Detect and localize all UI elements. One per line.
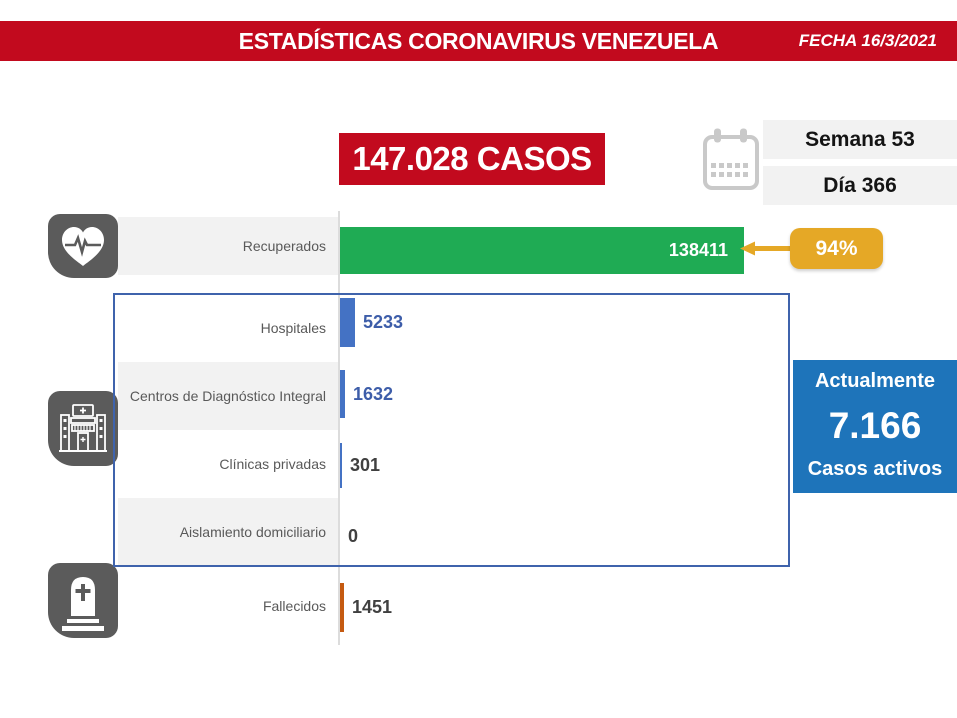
- hospital-icon: [48, 391, 118, 466]
- bar-recuperados: 138411: [340, 227, 744, 274]
- chart-axis-line: [338, 211, 340, 645]
- active-cases-box: Actualmente 7.166 Casos activos: [793, 360, 957, 493]
- day-box: Día 366: [763, 166, 957, 205]
- value-recuperados: 138411: [668, 240, 728, 260]
- value-clinicas-privadas: 301: [350, 455, 381, 475]
- arrow-left-icon: [740, 240, 792, 257]
- active-cases-heading: Actualmente: [814, 370, 936, 392]
- report-date: FECHA 16/3/2021: [798, 31, 937, 50]
- header-banner: ESTADÍSTICAS CORONAVIRUS VENEZUELA FECHA…: [0, 21, 957, 61]
- recovered-percent-badge: 94%: [790, 228, 883, 269]
- week-label: Semana 53: [805, 127, 915, 151]
- day-label: Día 366: [823, 173, 897, 197]
- bar-fallecidos: [340, 583, 344, 632]
- label-aislamiento-domiciliario: Aislamiento domiciliario: [118, 498, 338, 565]
- bar-centros-diagnostico: [340, 370, 345, 418]
- label-recuperados: Recuperados: [118, 217, 338, 275]
- tombstone-icon: [48, 563, 118, 638]
- total-cases-box: 147.028 CASOS: [339, 133, 605, 185]
- value-centros-diagnostico: 1632: [353, 383, 394, 404]
- active-cases-caption: Casos activos: [807, 458, 943, 480]
- page-title: ESTADÍSTICAS CORONAVIRUS VENEZUELA: [238, 27, 719, 54]
- label-centros-diagnostico: Centros de Diagnóstico Integral: [118, 362, 338, 430]
- value-hospitales: 5233: [363, 312, 404, 332]
- label-hospitales: Hospitales: [260, 320, 326, 336]
- bar-clinicas-privadas: [340, 443, 342, 488]
- active-cases-count: 7.166: [828, 405, 922, 446]
- bar-hospitales: [340, 298, 355, 347]
- value-aislamiento-domiciliario: 0: [348, 525, 359, 546]
- week-box: Semana 53: [763, 120, 957, 159]
- active-cases-outline: [113, 293, 790, 567]
- value-fallecidos: 1451: [352, 597, 393, 617]
- heart-pulse-icon: [48, 214, 118, 278]
- label-clinicas-privadas: Clínicas privadas: [219, 456, 326, 472]
- calendar-icon: [702, 127, 760, 193]
- label-fallecidos: Fallecidos: [262, 598, 326, 614]
